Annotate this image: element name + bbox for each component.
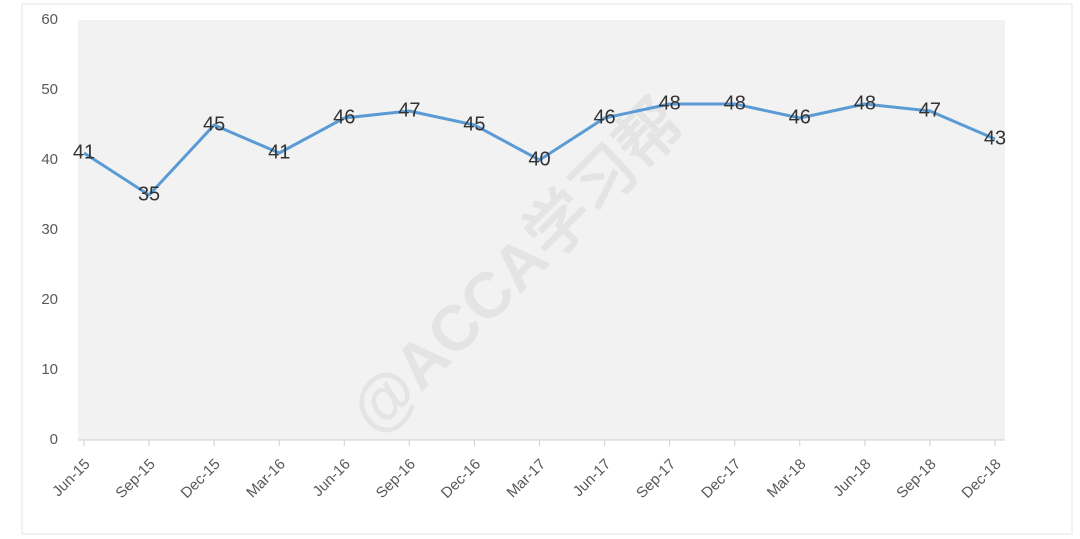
data-label: 47 <box>398 99 420 121</box>
y-tick-label: 60 <box>41 11 58 28</box>
x-tick-label: Sep-16 <box>373 456 419 502</box>
y-tick-label: 20 <box>41 291 58 308</box>
line <box>83 102 996 197</box>
x-tick-label: Mar-17 <box>504 456 550 502</box>
data-label: 46 <box>333 106 355 128</box>
data-label: 48 <box>659 92 681 114</box>
x-tick-label: Mar-16 <box>243 456 289 502</box>
x-tick-label: Jun-15 <box>49 456 93 500</box>
data-label: 40 <box>528 148 550 170</box>
data-label: 35 <box>138 183 160 205</box>
plot-area <box>78 20 1005 440</box>
data-label: 46 <box>789 106 811 128</box>
y-tick-label: 0 <box>50 431 58 448</box>
data-label: 48 <box>854 92 876 114</box>
x-tick-label: Mar-18 <box>764 456 810 502</box>
x-tick-label: Dec-18 <box>958 456 1004 502</box>
x-tick-label: Sep-15 <box>112 456 158 502</box>
x-tick-label: Dec-15 <box>178 456 224 502</box>
x-tick-label: Jun-18 <box>830 456 874 500</box>
y-tick-label: 10 <box>41 361 58 378</box>
data-label: 45 <box>463 113 485 135</box>
x-tick-label: Jun-16 <box>309 456 353 500</box>
data-label: 41 <box>73 141 95 163</box>
data-label: 48 <box>724 92 746 114</box>
y-tick-label: 30 <box>41 221 58 238</box>
y-tick-label: 40 <box>41 151 58 168</box>
chart-frame <box>21 3 1073 535</box>
x-tick-label: Jun-17 <box>570 456 614 500</box>
x-tick-label: Dec-17 <box>698 456 744 502</box>
x-tick-label: Sep-18 <box>893 456 939 502</box>
x-tick-label: Dec-16 <box>438 456 484 502</box>
y-tick-label: 50 <box>41 81 58 98</box>
data-label: 46 <box>593 106 615 128</box>
x-tick-label: Sep-17 <box>633 456 679 502</box>
data-label: 47 <box>919 99 941 121</box>
data-label: 43 <box>984 127 1006 149</box>
data-label: 45 <box>203 113 225 135</box>
data-label: 41 <box>268 141 290 163</box>
